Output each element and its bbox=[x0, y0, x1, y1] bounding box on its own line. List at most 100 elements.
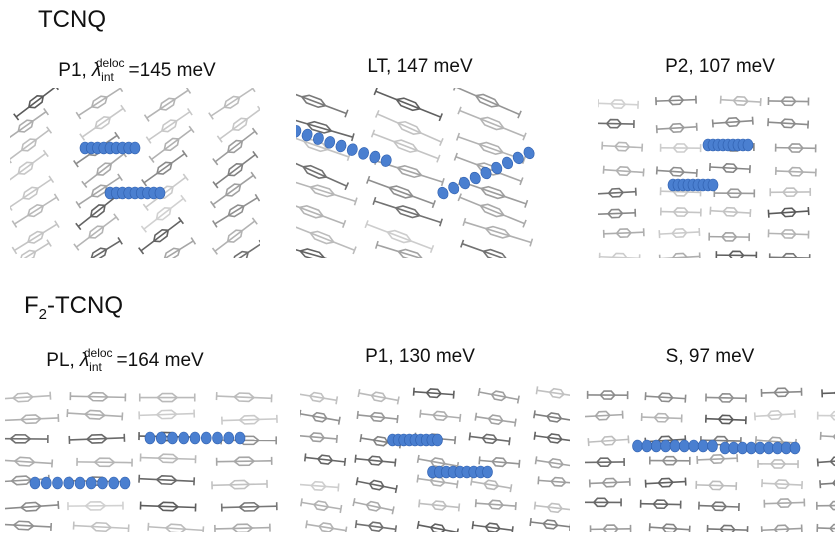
orbital-lobe bbox=[457, 175, 471, 190]
molecule bbox=[139, 410, 194, 420]
bond bbox=[534, 432, 535, 440]
bond bbox=[5, 524, 51, 527]
molecule bbox=[5, 456, 52, 468]
bond bbox=[148, 523, 149, 531]
molecule bbox=[148, 523, 203, 532]
bond bbox=[212, 484, 267, 485]
bond bbox=[217, 461, 272, 462]
bond bbox=[476, 503, 516, 506]
bond bbox=[463, 218, 465, 226]
bond bbox=[305, 457, 345, 461]
bond bbox=[217, 396, 272, 398]
bond bbox=[776, 171, 816, 173]
molecule bbox=[376, 110, 443, 145]
orbital-lobe bbox=[145, 432, 155, 444]
label-sup: deloc bbox=[96, 56, 125, 70]
molecule bbox=[603, 166, 643, 177]
bond bbox=[145, 115, 149, 122]
orbital-lobe bbox=[41, 477, 51, 489]
molecule bbox=[661, 208, 701, 217]
bond bbox=[300, 484, 338, 487]
bond bbox=[203, 526, 204, 532]
bond bbox=[602, 146, 642, 148]
bond bbox=[598, 192, 636, 194]
bond bbox=[822, 392, 835, 393]
molecule bbox=[10, 176, 53, 211]
molecule bbox=[141, 195, 185, 232]
bond bbox=[457, 480, 458, 488]
bond bbox=[457, 528, 458, 532]
bond bbox=[585, 415, 623, 417]
bond bbox=[713, 121, 753, 124]
molecule bbox=[710, 163, 750, 173]
bond bbox=[392, 506, 394, 514]
molecule bbox=[420, 410, 461, 422]
bond bbox=[470, 436, 510, 441]
molecule bbox=[713, 117, 753, 128]
molecule bbox=[699, 502, 739, 511]
bond bbox=[67, 413, 122, 416]
panel-label: P1, 130 meV bbox=[300, 346, 540, 368]
panel-label: P1,λintdeloc=145 meV bbox=[12, 56, 262, 84]
molecule bbox=[454, 88, 521, 118]
bond bbox=[353, 498, 355, 506]
bond bbox=[121, 105, 126, 112]
bond bbox=[10, 153, 46, 183]
orbital-lobe bbox=[53, 477, 63, 489]
bond bbox=[518, 396, 520, 404]
orbital-lobe bbox=[698, 440, 708, 452]
orbital-lobe bbox=[213, 432, 223, 444]
bond bbox=[818, 458, 819, 466]
molecule bbox=[213, 218, 258, 255]
molecule bbox=[300, 410, 340, 425]
bond bbox=[345, 527, 346, 532]
bond bbox=[657, 127, 697, 129]
bond bbox=[305, 453, 306, 461]
title-text: F bbox=[24, 292, 39, 319]
bond bbox=[752, 117, 753, 125]
molecule bbox=[706, 393, 746, 402]
molecule bbox=[598, 99, 638, 109]
bond bbox=[340, 505, 341, 513]
bond bbox=[82, 108, 123, 137]
bond bbox=[360, 434, 361, 442]
bond bbox=[68, 506, 123, 507]
molecule bbox=[657, 166, 697, 177]
bond bbox=[534, 410, 535, 418]
molecule bbox=[218, 240, 260, 258]
bond bbox=[535, 506, 570, 511]
molecule bbox=[215, 524, 270, 532]
bond bbox=[697, 458, 737, 460]
orbital-lobe bbox=[179, 432, 189, 444]
bond bbox=[590, 482, 630, 484]
orbital-lobe bbox=[483, 466, 493, 478]
molecule bbox=[472, 521, 513, 532]
bond bbox=[769, 211, 809, 214]
molecule bbox=[140, 394, 195, 402]
molecule bbox=[217, 106, 260, 142]
molecule bbox=[458, 194, 526, 228]
molecule bbox=[761, 388, 801, 397]
molecule bbox=[296, 88, 348, 117]
orbital-lobe bbox=[500, 155, 514, 170]
bond bbox=[512, 526, 513, 532]
panel-label: S, 97 meV bbox=[590, 346, 830, 368]
bond bbox=[453, 391, 454, 399]
molecule bbox=[661, 144, 701, 152]
bond bbox=[764, 502, 804, 503]
structure-image bbox=[10, 88, 260, 258]
orbital-lobe bbox=[109, 477, 119, 489]
bond bbox=[356, 477, 358, 485]
label-sup: deloc bbox=[84, 346, 113, 360]
molecule bbox=[707, 525, 747, 532]
bond bbox=[300, 410, 301, 418]
ring bbox=[89, 246, 109, 258]
orbital-lobe bbox=[346, 142, 359, 157]
bond bbox=[345, 458, 346, 466]
molecule bbox=[77, 458, 132, 467]
bond bbox=[755, 412, 756, 420]
molecule bbox=[357, 411, 398, 423]
molecule bbox=[764, 498, 804, 507]
orbital bbox=[80, 142, 140, 154]
molecule bbox=[216, 392, 271, 402]
